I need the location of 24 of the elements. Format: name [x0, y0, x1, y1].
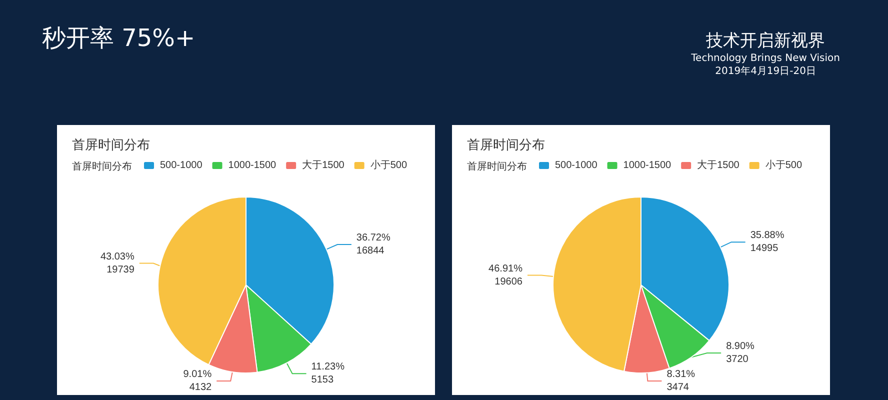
- text: 2019年4月19日-20日: [714, 65, 817, 78]
- chart-title: 首屏时间分布: [467, 137, 545, 152]
- data-label: 43.03% 19739: [100, 251, 135, 276]
- text: Technology Brings New Vision: [691, 52, 840, 66]
- text: 秒开率 75%+: [42, 23, 196, 54]
- legend-label: 1000-1500: [228, 160, 277, 171]
- legend-title: 首屏时间分布: [72, 160, 132, 172]
- text: 技术开启新视界: [705, 30, 826, 52]
- chart-title: 首屏时间分布: [72, 137, 150, 152]
- legend-label: 大于1500: [302, 159, 345, 171]
- data-label: 46.91% 19606: [488, 263, 523, 288]
- data-label: 35.88% 14995: [750, 230, 784, 254]
- data-label: 9.01% 4132: [183, 369, 212, 393]
- legend-label: 大于1500: [697, 159, 740, 171]
- data-label: 8.31% 3474: [666, 369, 696, 393]
- legend-title: 首屏时间分布: [467, 160, 527, 172]
- legend-label: 1000-1500: [623, 160, 672, 171]
- data-label: 36.72% 16844: [356, 232, 390, 256]
- legend-label: 500-1000: [555, 160, 598, 171]
- legend-label: 500-1000: [160, 160, 203, 171]
- legend-label: 小于500: [765, 159, 802, 171]
- data-label: 11.23% 5153: [311, 362, 345, 386]
- data-label: 8.90% 3720: [726, 341, 755, 365]
- legend-label: 小于500: [370, 159, 408, 171]
